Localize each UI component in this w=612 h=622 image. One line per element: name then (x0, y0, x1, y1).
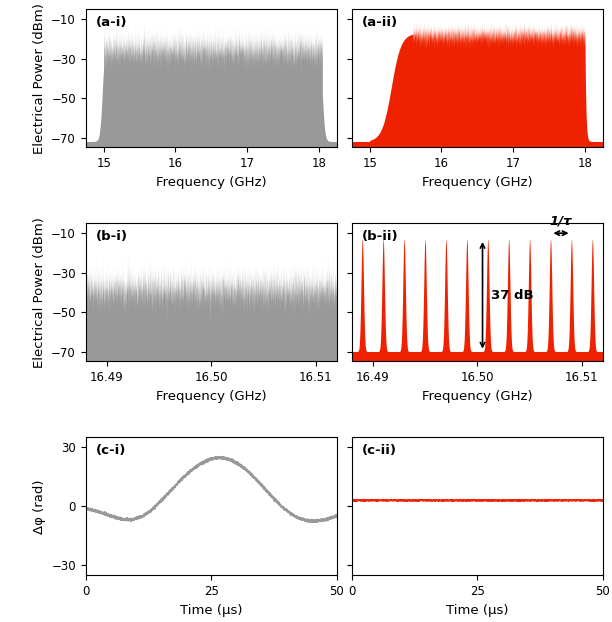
Y-axis label: Electrical Power (dBm): Electrical Power (dBm) (32, 217, 46, 368)
X-axis label: Frequency (GHz): Frequency (GHz) (422, 175, 532, 188)
Text: (a-ii): (a-ii) (362, 16, 398, 29)
Y-axis label: Electrical Power (dBm): Electrical Power (dBm) (32, 3, 46, 154)
Text: (c-ii): (c-ii) (362, 444, 397, 457)
X-axis label: Time (μs): Time (μs) (180, 603, 242, 616)
Text: 1/τ: 1/τ (550, 214, 572, 227)
Text: (b-i): (b-i) (95, 230, 128, 243)
X-axis label: Time (μs): Time (μs) (446, 603, 509, 616)
Text: (c-i): (c-i) (95, 444, 126, 457)
X-axis label: Frequency (GHz): Frequency (GHz) (156, 389, 266, 402)
Y-axis label: Δφ (rad): Δφ (rad) (33, 479, 46, 534)
Text: (b-ii): (b-ii) (362, 230, 398, 243)
Text: 37 dB: 37 dB (491, 289, 534, 302)
X-axis label: Frequency (GHz): Frequency (GHz) (156, 175, 266, 188)
X-axis label: Frequency (GHz): Frequency (GHz) (422, 389, 532, 402)
Text: (a-i): (a-i) (95, 16, 127, 29)
